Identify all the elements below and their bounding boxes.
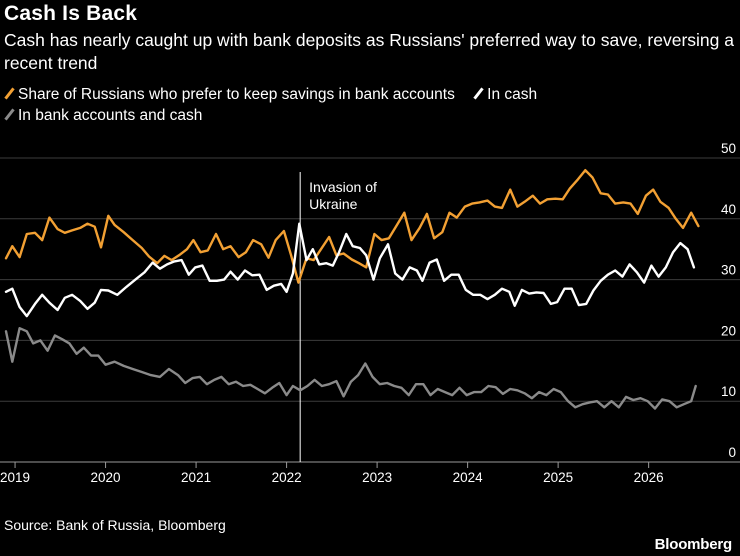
- y-axis-ticks: 0 10 20 30 40 50%: [721, 140, 736, 460]
- legend-item-bank-accounts: Share of Russians who prefer to keep sav…: [4, 84, 455, 105]
- legend-item-bank-and-cash: In bank accounts and cash: [4, 105, 202, 126]
- x-tick-label-2024: 2024: [453, 470, 484, 485]
- legend-label-bank-accounts: Share of Russians who prefer to keep sav…: [18, 86, 455, 103]
- x-tick-label-2023: 2023: [362, 470, 392, 485]
- y-tick-label-30: 30: [721, 263, 736, 278]
- y-unit-label: %: [724, 140, 736, 141]
- in-cash-line: [4, 222, 696, 318]
- chart-title: Cash Is Back: [4, 2, 138, 25]
- legend-swatch-bank-and-cash: [4, 108, 15, 121]
- invasion-label-line-2: Ukraine: [309, 196, 357, 212]
- y-tick-label-10: 10: [721, 384, 736, 399]
- legend-swatch-bank-accounts: [4, 87, 15, 100]
- gridlines: [0, 157, 740, 463]
- y-tick-label-0: 0: [728, 445, 736, 460]
- x-tick-label-2026: 2026: [634, 470, 664, 485]
- chart-subtitle: Cash has nearly caught up with bank depo…: [4, 30, 734, 73]
- y-tick-label-20: 20: [721, 323, 736, 338]
- series-lines: [4, 169, 700, 410]
- x-tick-label-2021: 2021: [181, 470, 211, 485]
- x-tick-label-2019: 2019: [0, 470, 30, 485]
- y-tick-label-40: 40: [721, 202, 736, 217]
- x-tick-label-2022: 2022: [272, 470, 302, 485]
- y-tick-label-50: 50: [721, 141, 736, 156]
- chart-legend: Share of Russians who prefer to keep sav…: [4, 84, 704, 126]
- legend-item-in-cash: In cash: [473, 84, 537, 105]
- legend-label-bank-and-cash: In bank accounts and cash: [18, 107, 203, 124]
- legend-swatch-in-cash: [473, 87, 484, 100]
- x-axis-ticks: 2019 2020 2021 2022 2023 2024 2025 2026: [0, 462, 664, 485]
- bank-and-cash-line: [4, 327, 697, 410]
- source-note: Source: Bank of Russia, Bloomberg: [4, 517, 226, 533]
- x-tick-label-2025: 2025: [543, 470, 573, 485]
- x-tick-label-2020: 2020: [91, 470, 121, 485]
- bank-accounts-line: [4, 169, 700, 284]
- bloomberg-logo: Bloomberg: [654, 536, 733, 553]
- invasion-label-line-1: Invasion of: [309, 179, 377, 195]
- legend-label-in-cash: In cash: [487, 86, 538, 103]
